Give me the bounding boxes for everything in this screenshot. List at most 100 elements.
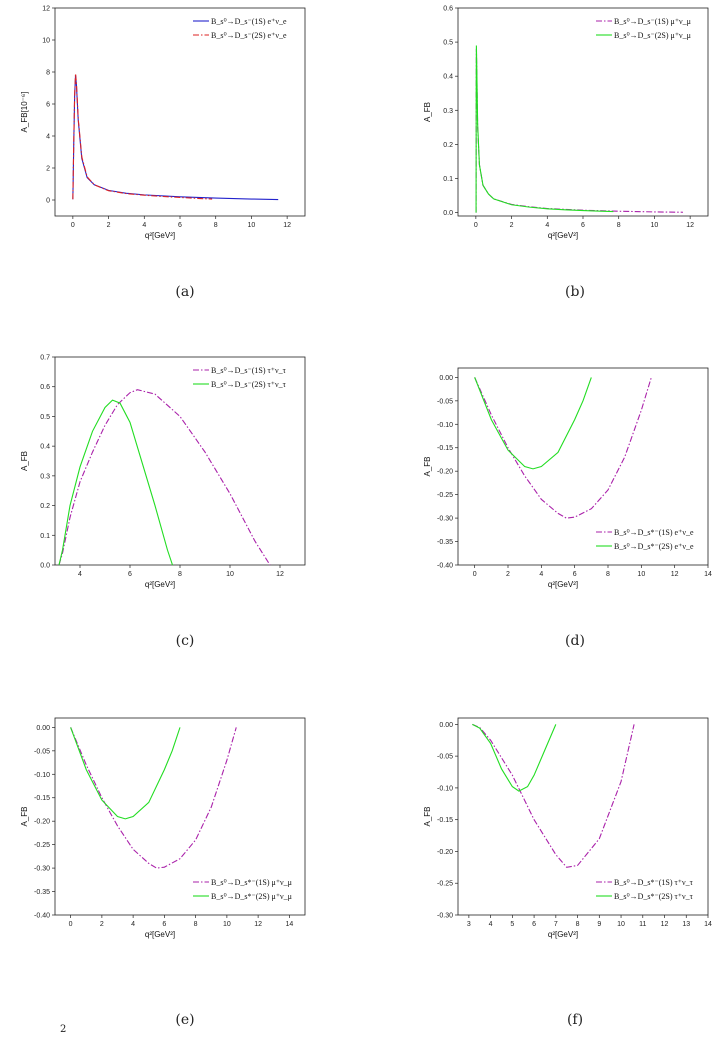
x-tick-label: 6 [573,571,577,578]
x-tick-label: 6 [128,571,132,578]
y-tick-label: 0.1 [443,176,453,183]
x-tick-label: 12 [254,921,262,928]
y-tick-label: 0.00 [439,375,453,382]
chart-e: 0 2 4 6 8 10 12 14 0.00 -0.05 -0.10 -0.15 -0.20 -0.25… [20,717,306,1028]
x-axis-title: q²[GeV²] [548,231,578,240]
x-tick-label: 4 [78,571,82,578]
series-line-2 [475,45,614,213]
y-tick-label: -0.25 [437,492,453,499]
x-tick-label: 4 [545,222,549,229]
y-axis-title: A_FB [423,102,432,122]
series-line-1 [474,377,652,519]
y-tick-label: 12 [42,6,50,13]
x-tick-label: 10 [248,222,256,229]
x-tick-label: 10 [637,571,645,578]
chart-c: 4 6 8 10 12 0.0 0.1 0.2 0.3 0.4 0.5 0.6 0.7 q²[GeV²] A… [20,355,306,649]
x-tick-label: 4 [539,571,543,578]
series-line-1 [72,75,279,201]
x-tick-label: 8 [617,222,621,229]
y-tick-label: 0.6 [40,384,50,391]
x-tick-label: 2 [100,921,104,928]
series-line-2 [58,399,174,566]
y-tick-label: 10 [42,38,50,45]
y-tick-label: -0.25 [437,881,453,888]
x-tick-label: 0 [71,222,75,229]
chart-a: 0 2 4 6 8 10 12 0 2 4 6 8 10 12 q²[GeV²] A_FB[10⁻⁶] B_s⁰… [20,6,306,300]
series-line-2 [472,723,557,792]
y-tick-label: -0.30 [437,913,453,920]
y-tick-label: 4 [46,134,50,141]
x-tick-label: 10 [617,921,625,928]
x-tick-label: 14 [704,921,712,928]
x-tick-label: 10 [651,222,659,229]
y-tick-label: 0.4 [443,74,453,81]
x-tick-label: 4 [489,921,493,928]
y-tick-label: -0.20 [34,819,50,826]
x-tick-label: 11 [639,921,646,928]
x-tick-label: 8 [606,571,610,578]
y-tick-label: 0.0 [443,210,453,217]
y-axis-title: A_FB [423,456,432,476]
x-axis-title: q²[GeV²] [145,580,175,589]
series-line-2 [70,727,181,820]
y-tick-label: -0.10 [437,422,453,429]
x-tick-label: 9 [597,921,601,928]
x-tick-label: 12 [671,571,679,578]
legend-label-1: B_s⁰→D_s⁻(1S) τ⁺ν_τ [211,366,287,375]
y-axis-title: A_FB [20,451,29,471]
y-tick-label: 0 [46,198,50,205]
x-tick-label: 6 [581,222,585,229]
panel-caption: (b) [565,284,585,300]
y-tick-label: -0.20 [437,469,453,476]
x-tick-label: 14 [285,921,293,928]
x-tick-label: 14 [704,571,712,578]
x-tick-label: 2 [510,222,514,229]
panel-caption: (d) [565,633,585,649]
x-axis-title: q²[GeV²] [145,930,175,939]
chart-f: 3 4 5 6 7 8 9 10 11 12 13 14 0.00 -0.05 -0.10 -0.15 -0.2… [423,717,712,1028]
y-tick-label: 0.2 [443,142,453,149]
series-line-2 [474,377,592,470]
legend-label-1: B_s⁰→D_s⁻(1S) e⁺ν_e [211,17,287,26]
legend-label-2: B_s⁰→D_s*⁻(2S) μ⁺ν_μ [211,892,292,901]
y-tick-label: -0.10 [34,772,50,779]
x-tick-label: 8 [214,222,218,229]
y-tick-label: -0.10 [437,785,453,792]
x-tick-label: 0 [474,222,478,229]
plot-frame [457,367,709,566]
y-tick-label: -0.35 [437,539,453,546]
x-tick-label: 4 [142,222,146,229]
x-tick-label: 6 [532,921,536,928]
y-tick-label: 0.1 [40,533,50,540]
legend-label-2: B_s⁰→D_s⁻(2S) μ⁺ν_μ [614,31,691,40]
x-tick-label: 6 [178,222,182,229]
x-tick-label: 0 [473,571,477,578]
x-tick-label: 12 [686,222,694,229]
series-line-1 [70,727,237,869]
y-tick-label: 0.5 [443,40,453,47]
x-tick-label: 7 [554,921,558,928]
y-tick-label: 2 [46,166,50,173]
x-tick-label: 2 [506,571,510,578]
y-tick-label: 0.4 [40,444,50,451]
x-tick-label: 12 [276,571,284,578]
x-axis-title: q²[GeV²] [145,231,175,240]
y-tick-label: -0.30 [34,866,50,873]
x-axis-title: q²[GeV²] [548,930,578,939]
y-axis-title: A_FB [20,806,29,826]
y-tick-label: -0.30 [437,516,453,523]
chart-b: 0 2 4 6 8 10 12 0.0 0.1 0.2 0.3 0.4 0.5 0.6 q²[GeV²] A_… [423,6,709,300]
y-tick-label: -0.05 [437,754,453,761]
legend-label-2: B_s⁰→D_s⁻(2S) e⁺ν_e [211,31,287,40]
panel-caption: (c) [176,633,195,649]
y-tick-label: 0.5 [40,414,50,421]
y-tick-label: 0.00 [36,725,50,732]
y-tick-label: -0.05 [437,398,453,405]
y-tick-label: -0.15 [34,795,50,802]
panel-caption: (f) [567,1012,583,1028]
chart-d: 0 2 4 6 8 10 12 14 0.00 -0.05 -0.10 -0.15 -0.20 -0.25… [423,367,712,649]
x-tick-label: 13 [682,921,690,928]
x-tick-label: 10 [226,571,234,578]
y-tick-label: 0.3 [443,108,453,115]
series-line-2 [72,73,213,200]
